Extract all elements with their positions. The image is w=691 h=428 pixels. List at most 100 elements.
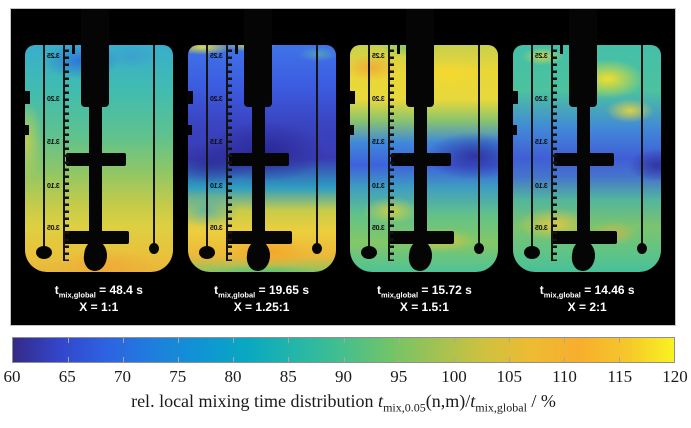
wall-fitting (512, 125, 518, 135)
lower-impeller (551, 231, 618, 244)
t-subscript: mix,global (58, 290, 96, 300)
vessel: 3.25 3.20 3.15 3.10 3.05 (23, 9, 173, 273)
measuring-scale (551, 45, 561, 261)
colorbar-tick (563, 338, 565, 362)
t-subscript: mix,global (475, 400, 527, 415)
vessel-caption: tmix,global = 15.72 s X = 1.5:1 (377, 283, 472, 316)
wall-fitting (186, 91, 193, 104)
vessel-panel: 3.25 3.20 3.15 3.10 3.05 tmix,global = 4… (23, 9, 174, 316)
wall-fitting (349, 125, 355, 135)
wall-fitting (512, 91, 519, 104)
wall-fitting (349, 91, 356, 104)
colorbar-tick-label: 90 (335, 367, 352, 386)
wall-fitting (23, 125, 29, 135)
surface-marker (71, 45, 75, 54)
colorbar-tick-label: 70 (114, 367, 131, 386)
colorbar-tick-label: 85 (279, 367, 297, 386)
t-symbol: t (378, 391, 384, 411)
stirrer-shaft-top (406, 9, 435, 107)
colorbar-tick-label: 75 (169, 367, 187, 386)
left-probe-rod (531, 45, 534, 251)
axis-label-text: rel. local mixing time distribution (131, 391, 379, 411)
vessel: 3.25 3.20 3.15 3.10 3.05 (186, 9, 336, 273)
vessel-caption: tmix,global = 48.4 s X = 1:1 (55, 283, 143, 316)
lower-impeller (62, 231, 129, 244)
left-probe-rod (42, 45, 45, 251)
upper-impeller (65, 153, 126, 166)
lower-impeller (225, 231, 292, 244)
colorbar-tick (178, 338, 180, 362)
ratio-label: X = 2:1 (567, 300, 607, 315)
colorbar-tick (618, 338, 620, 362)
tmix-label: tmix,global = 15.72 s (377, 283, 472, 300)
ratio-label: X = 1:1 (79, 300, 119, 315)
colorbar (12, 337, 675, 363)
t-symbol: t (470, 391, 476, 411)
colorbar-tick-label: 120 (662, 367, 688, 386)
tmix-value: = 14.46 s (584, 283, 635, 297)
right-sensor-tip (311, 243, 322, 254)
colorbar-tick (233, 338, 235, 362)
colorbar-tick-label: 110 (552, 367, 577, 386)
stirrer-shaft (251, 100, 265, 245)
ratio-label: X = 1.5:1 (399, 300, 449, 315)
upper-impeller (391, 153, 452, 166)
tmix-label: tmix,global = 14.46 s (540, 283, 635, 300)
t-symbol: t (214, 283, 219, 297)
tmix-value: = 48.4 s (99, 283, 143, 297)
stirrer-shaft (414, 100, 428, 245)
vessel-caption: tmix,global = 19.65 s X = 1.25:1 (214, 283, 309, 316)
t-subscript: mix,global (543, 290, 581, 300)
vessel-panel: 3.25 3.20 3.15 3.10 3.05 tmix,global = 1… (512, 9, 662, 316)
vessel: 3.25 3.20 3.15 3.10 3.05 (349, 9, 499, 273)
colorbar-tick-label: 100 (441, 367, 467, 386)
right-sensor-tip (474, 243, 485, 254)
tmix-label: tmix,global = 48.4 s (55, 283, 143, 300)
vessel-panel: 3.25 3.20 3.15 3.10 3.05 tmix,global = 1… (186, 9, 337, 316)
colorbar-tick-label: 105 (496, 367, 523, 386)
left-probe-tip (361, 246, 378, 259)
colorbar-tick (288, 338, 290, 362)
right-sensor-wire (315, 45, 318, 248)
wall-fitting (186, 125, 192, 135)
colorbar-tick-labels: 60 65 70 75 80 85 90 95 100 105 110 115 … (4, 367, 688, 388)
left-probe-rod (368, 45, 371, 251)
surface-marker (234, 45, 238, 54)
colorbar-tick-label: 80 (224, 367, 242, 386)
colorbar-section: 60 65 70 75 80 85 90 95 100 105 110 115 … (4, 337, 688, 416)
colorbar-tick (343, 338, 345, 362)
right-sensor-wire (478, 45, 481, 248)
colorbar-tick-label: 95 (390, 367, 408, 386)
left-probe-tip (35, 246, 52, 259)
wall-fitting (23, 91, 30, 104)
t-symbol: t (376, 283, 381, 297)
colorbar-tick (398, 338, 400, 362)
colorbar-tick-label: 65 (58, 367, 76, 386)
measuring-scale (225, 45, 235, 261)
vessel: 3.25 3.20 3.15 3.10 3.05 (512, 9, 662, 273)
t-subscript: mix,global (380, 290, 419, 300)
left-probe-tip (524, 246, 541, 259)
vessel-image-panel: 3.25 3.20 3.15 3.10 3.05 tmix,global = 4… (10, 8, 676, 326)
axis-label-text: (n,m)/ (425, 391, 471, 411)
upper-impeller (554, 153, 615, 166)
upper-impeller (228, 153, 289, 166)
measuring-scale (388, 45, 398, 261)
colorbar-tick (68, 338, 70, 362)
left-probe-rod (205, 45, 208, 251)
right-sensor-wire (641, 45, 644, 248)
t-subscript: mix,0.05 (383, 400, 426, 415)
stirrer-shaft-top (243, 9, 272, 107)
ratio-label: X = 1.25:1 (233, 300, 290, 315)
surface-marker (397, 45, 401, 54)
stirrer-shaft-top (80, 9, 109, 107)
colorbar-axis-label: rel. local mixing time distribution tmix… (12, 391, 675, 416)
measuring-scale (62, 45, 72, 261)
right-sensor-wire (152, 45, 155, 248)
tmix-label: tmix,global = 19.65 s (214, 283, 309, 300)
stirrer-shaft-top (569, 9, 598, 107)
colorbar-tick-label: 115 (607, 367, 633, 386)
right-sensor-tip (637, 243, 648, 254)
colorbar-tick (453, 338, 455, 362)
colorbar-tick (123, 338, 125, 362)
